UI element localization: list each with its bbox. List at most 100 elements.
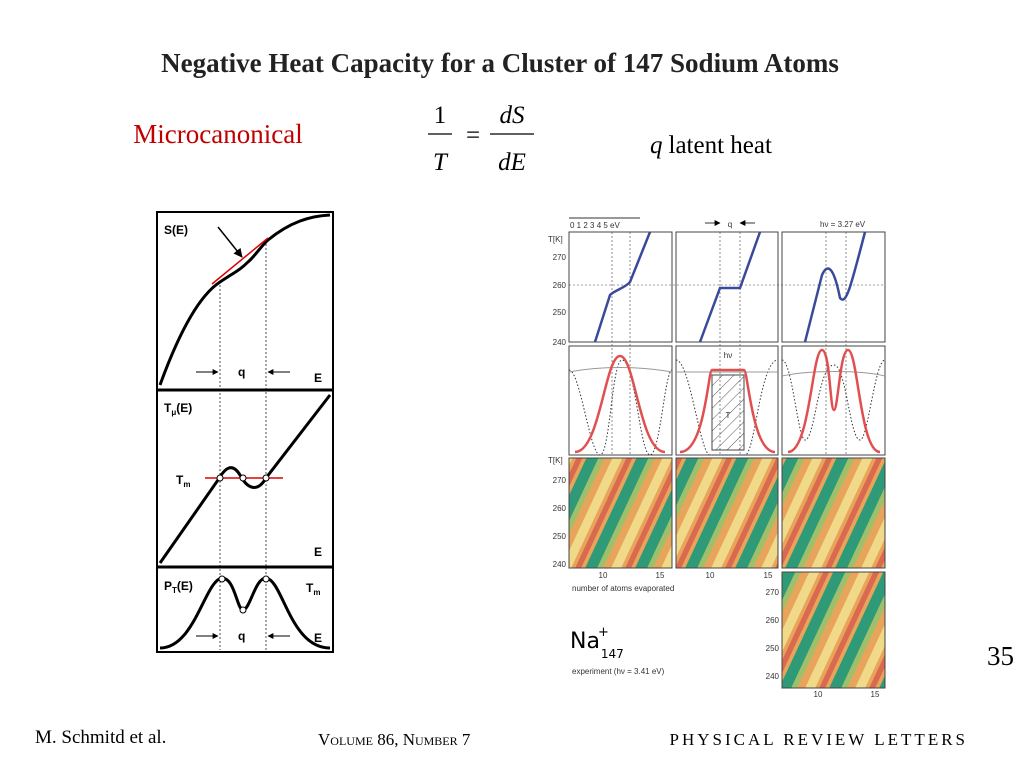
q-label: q — [238, 365, 245, 379]
tick-label: 15 — [764, 571, 773, 580]
tangent — [211, 237, 269, 285]
charge: + — [598, 625, 609, 640]
latent-symbol: q — [650, 132, 663, 159]
latent-heat: q latent heat — [650, 132, 772, 159]
hv-label: hν — [724, 351, 732, 360]
caloric-curve — [593, 231, 652, 343]
tick-label: 240 — [553, 560, 567, 569]
equation-part: dS — [500, 102, 526, 129]
tick-label: 15 — [871, 690, 880, 699]
panel — [568, 231, 673, 343]
panel — [781, 345, 886, 456]
t: T — [164, 401, 172, 415]
equation-part: 1 — [434, 102, 447, 129]
tick-label: 240 — [553, 338, 567, 347]
equation-part: = — [466, 122, 480, 149]
distribution — [787, 348, 881, 454]
ensemble-label: Microcanonical — [133, 119, 302, 149]
arrow — [217, 226, 243, 258]
panel — [675, 231, 779, 343]
tick-label: 270 — [553, 253, 567, 262]
left-labels: S(E) q E Tμ(E) Tm E PT(E) Tm q E — [164, 223, 322, 645]
species: Na+ 147 — [570, 625, 624, 661]
tm-label: Tm — [306, 581, 320, 597]
axis-label: E — [314, 545, 322, 559]
experiment-label: experiment (hν = 3.41 eV) — [572, 667, 665, 676]
panel-label: Tμ(E) — [164, 401, 192, 417]
right-figure: 0 1 2 3 4 5 eV q hν = 3.27 eV T[K] T[K] 270 26… — [548, 212, 895, 699]
energy-scale: 0 1 2 3 4 5 eV — [570, 221, 620, 230]
axis-label: E — [314, 631, 322, 645]
tick-label: 10 — [814, 690, 823, 699]
rest: (E) — [176, 401, 192, 415]
entropy-curve — [158, 213, 331, 386]
tick-label: 15 — [656, 571, 665, 580]
tick-label: 260 — [553, 504, 567, 513]
rest: (E) — [177, 579, 193, 593]
p: P — [164, 579, 172, 593]
slide-title: Negative Heat Capacity for a Cluster of … — [161, 48, 839, 78]
sub: μ — [171, 408, 176, 417]
tick-label: 270 — [553, 476, 567, 485]
q-label: q — [238, 629, 245, 643]
t-label: T — [726, 411, 731, 420]
hatched-area — [711, 374, 745, 451]
unit-label: T[K] — [548, 235, 563, 244]
equation-part: T — [433, 149, 449, 176]
equation: 1 T = dS dE — [428, 102, 534, 176]
sub: m — [183, 480, 190, 489]
t: T — [306, 581, 314, 595]
point — [216, 474, 224, 482]
tick-label: 250 — [766, 644, 780, 653]
panel-label: S(E) — [164, 223, 188, 237]
photon-energy: hν = 3.27 eV — [820, 220, 866, 229]
heatmap — [568, 457, 673, 569]
t: T — [176, 473, 184, 487]
left-figure — [156, 211, 334, 653]
symbol: Na — [570, 629, 600, 654]
tick-label: 240 — [766, 672, 780, 681]
sub: m — [313, 588, 320, 597]
latent-text: latent heat — [669, 132, 772, 159]
point — [239, 606, 247, 614]
tick-label: 250 — [553, 308, 567, 317]
tick-label: 250 — [553, 532, 567, 541]
x-label: number of atoms evaporated — [572, 584, 674, 593]
journal-name: PHYSICAL REVIEW LETTERS — [670, 730, 969, 749]
unit-label: T[K] — [548, 456, 563, 465]
distribution — [574, 354, 666, 454]
flat-curve — [568, 367, 886, 377]
equation-part: dE — [498, 149, 526, 176]
journal-volume: Volume 86, Number 7 — [318, 730, 471, 749]
point — [262, 575, 270, 583]
panel — [781, 231, 886, 343]
heatmap — [781, 457, 886, 569]
tick-label: 260 — [553, 281, 567, 290]
tick-label: 10 — [706, 571, 715, 580]
distribution — [679, 368, 776, 454]
tick-label: 270 — [766, 588, 780, 597]
q-label: q — [728, 220, 732, 229]
caloric-curve — [803, 231, 867, 343]
frame — [156, 211, 334, 653]
temperature-curve — [158, 394, 332, 564]
dotted-curve — [781, 359, 886, 441]
point — [239, 474, 247, 482]
point — [218, 575, 226, 583]
panel — [568, 345, 673, 456]
tick-label: 10 — [599, 571, 608, 580]
author: M. Schmitd et al. — [35, 727, 166, 748]
tick-label: 260 — [766, 616, 780, 625]
tm-label: Tm — [176, 473, 190, 489]
dotted-curve — [675, 359, 779, 456]
heatmap — [675, 457, 779, 569]
heatmap — [781, 571, 886, 689]
point — [262, 474, 270, 482]
sub: T — [172, 586, 177, 595]
size: 147 — [601, 647, 624, 661]
panel-label: PT(E) — [164, 579, 193, 595]
caloric-curve — [698, 231, 762, 343]
axis-label: E — [314, 371, 322, 385]
slide-number: 35 — [987, 641, 1014, 671]
